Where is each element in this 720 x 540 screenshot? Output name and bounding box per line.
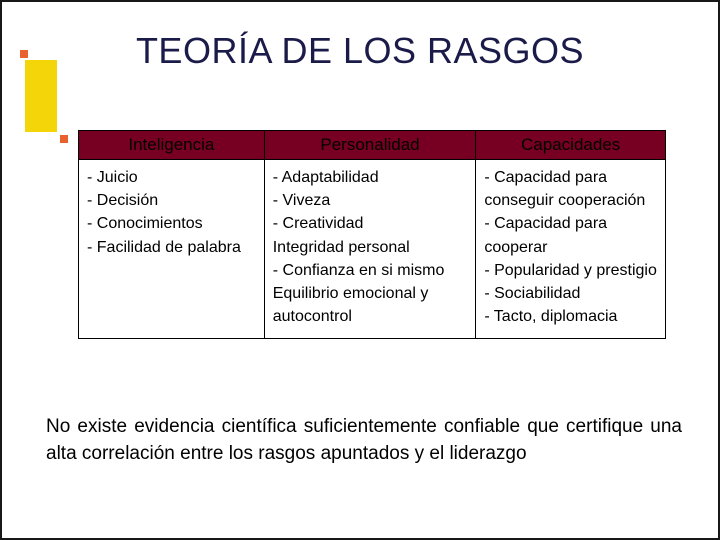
col-header-inteligencia: Inteligencia: [79, 131, 265, 160]
accent-square-icon: [60, 135, 68, 143]
table-header-row: Inteligencia Personalidad Capacidades: [79, 131, 666, 160]
traits-table: Inteligencia Personalidad Capacidades - …: [78, 130, 666, 339]
cell-capacidades: - Capacidad para conseguir cooperación -…: [476, 160, 666, 339]
caption-text: No existe evidencia científica suficient…: [46, 414, 682, 467]
cell-inteligencia: - Juicio- Decisión- Conocimientos- Facil…: [79, 160, 265, 339]
table-row: - Juicio- Decisión- Conocimientos- Facil…: [79, 160, 666, 339]
col-header-personalidad: Personalidad: [264, 131, 476, 160]
slide: TEORÍA DE LOS RASGOS Inteligencia Person…: [2, 2, 718, 538]
cell-personalidad: - Adaptabilidad- Viveza- CreatividadInte…: [264, 160, 476, 339]
page-title: TEORÍA DE LOS RASGOS: [2, 30, 718, 72]
col-header-capacidades: Capacidades: [476, 131, 666, 160]
